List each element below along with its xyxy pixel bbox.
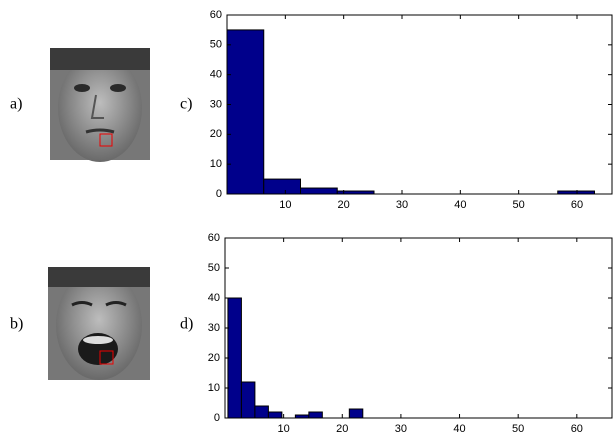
face-image-a bbox=[50, 48, 150, 162]
panel-label: a) bbox=[10, 96, 22, 113]
y-tick-label: 40 bbox=[208, 292, 220, 304]
x-tick-label: 10 bbox=[278, 423, 290, 435]
x-tick-label: 20 bbox=[336, 423, 348, 435]
x-tick-label: 50 bbox=[513, 199, 525, 211]
y-tick-label: 50 bbox=[210, 39, 222, 51]
x-tick-label: 60 bbox=[571, 423, 583, 435]
panel-label: d) bbox=[180, 316, 193, 333]
histogram-bar bbox=[227, 297, 242, 419]
histogram-bar bbox=[254, 405, 269, 419]
y-tick-label: 30 bbox=[210, 98, 222, 110]
face-image-b bbox=[48, 267, 150, 380]
x-tick-label: 50 bbox=[512, 423, 524, 435]
x-tick-label: 30 bbox=[395, 423, 407, 435]
x-tick-label: 60 bbox=[571, 199, 583, 211]
y-tick-label: 20 bbox=[210, 128, 222, 140]
y-tick-label: 20 bbox=[208, 352, 220, 364]
panel-label: b) bbox=[10, 316, 23, 333]
y-tick-label: 60 bbox=[208, 232, 220, 244]
y-tick-label: 50 bbox=[208, 262, 220, 274]
histogram-bar bbox=[263, 178, 301, 195]
y-tick-label: 60 bbox=[210, 9, 222, 21]
histogram-bar bbox=[240, 381, 256, 419]
x-tick-label: 20 bbox=[338, 199, 350, 211]
panel-label: c) bbox=[180, 96, 192, 113]
x-tick-label: 40 bbox=[454, 199, 466, 211]
x-tick-label: 40 bbox=[453, 423, 465, 435]
y-tick-label: 30 bbox=[208, 322, 220, 334]
histogram-bar bbox=[308, 411, 323, 419]
y-tick-label: 10 bbox=[208, 382, 220, 394]
histogram-bar bbox=[348, 408, 364, 419]
y-tick-label: 0 bbox=[214, 412, 220, 424]
axes-frame bbox=[226, 14, 613, 195]
y-tick-label: 0 bbox=[216, 188, 222, 200]
axes-frame bbox=[224, 237, 613, 419]
x-tick-label: 10 bbox=[279, 199, 291, 211]
histogram-bar bbox=[300, 187, 338, 195]
x-tick-label: 30 bbox=[396, 199, 408, 211]
histogram-bar bbox=[267, 411, 283, 419]
y-tick-label: 40 bbox=[210, 69, 222, 81]
histogram-bar bbox=[226, 29, 265, 195]
y-tick-label: 10 bbox=[210, 158, 222, 170]
